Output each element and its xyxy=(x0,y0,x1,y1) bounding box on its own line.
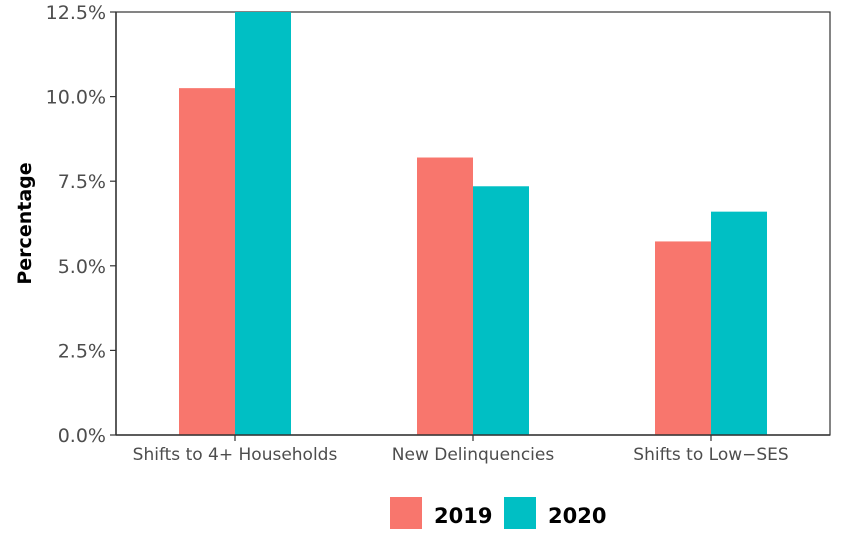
legend-label-2019: 2019 xyxy=(434,504,492,528)
y-axis-title: Percentage xyxy=(14,162,36,284)
y-tick-label: 12.5% xyxy=(46,2,106,24)
y-tick-label: 2.5% xyxy=(58,340,106,362)
legend-swatch-2020 xyxy=(504,497,536,529)
y-tick-label: 0.0% xyxy=(58,425,106,447)
y-tick-label: 5.0% xyxy=(58,256,106,278)
legend-swatch-2019 xyxy=(390,497,422,529)
x-tick-label: Shifts to 4+ Households xyxy=(133,445,338,465)
y-axis: 0.0% 2.5% 5.0% 7.5% 10.0% 12.5% xyxy=(46,2,117,447)
legend: 2019 2020 xyxy=(390,497,606,529)
bar-2019-2 xyxy=(417,157,473,435)
legend-label-2020: 2020 xyxy=(548,504,606,528)
bar-2020-1 xyxy=(235,12,291,435)
y-tick-label: 7.5% xyxy=(58,171,106,193)
x-tick-label: New Delinquencies xyxy=(392,445,555,465)
bar-2020-2 xyxy=(473,186,529,435)
bar-2020-3 xyxy=(711,211,767,435)
bars-group xyxy=(179,12,767,435)
bar-2019-3 xyxy=(655,241,711,435)
bar-2019-1 xyxy=(179,88,235,435)
y-tick-label: 10.0% xyxy=(46,87,106,109)
x-tick-label: Shifts to Low−SES xyxy=(633,445,788,465)
x-axis: Shifts to 4+ Households New Delinquencies… xyxy=(116,434,830,465)
